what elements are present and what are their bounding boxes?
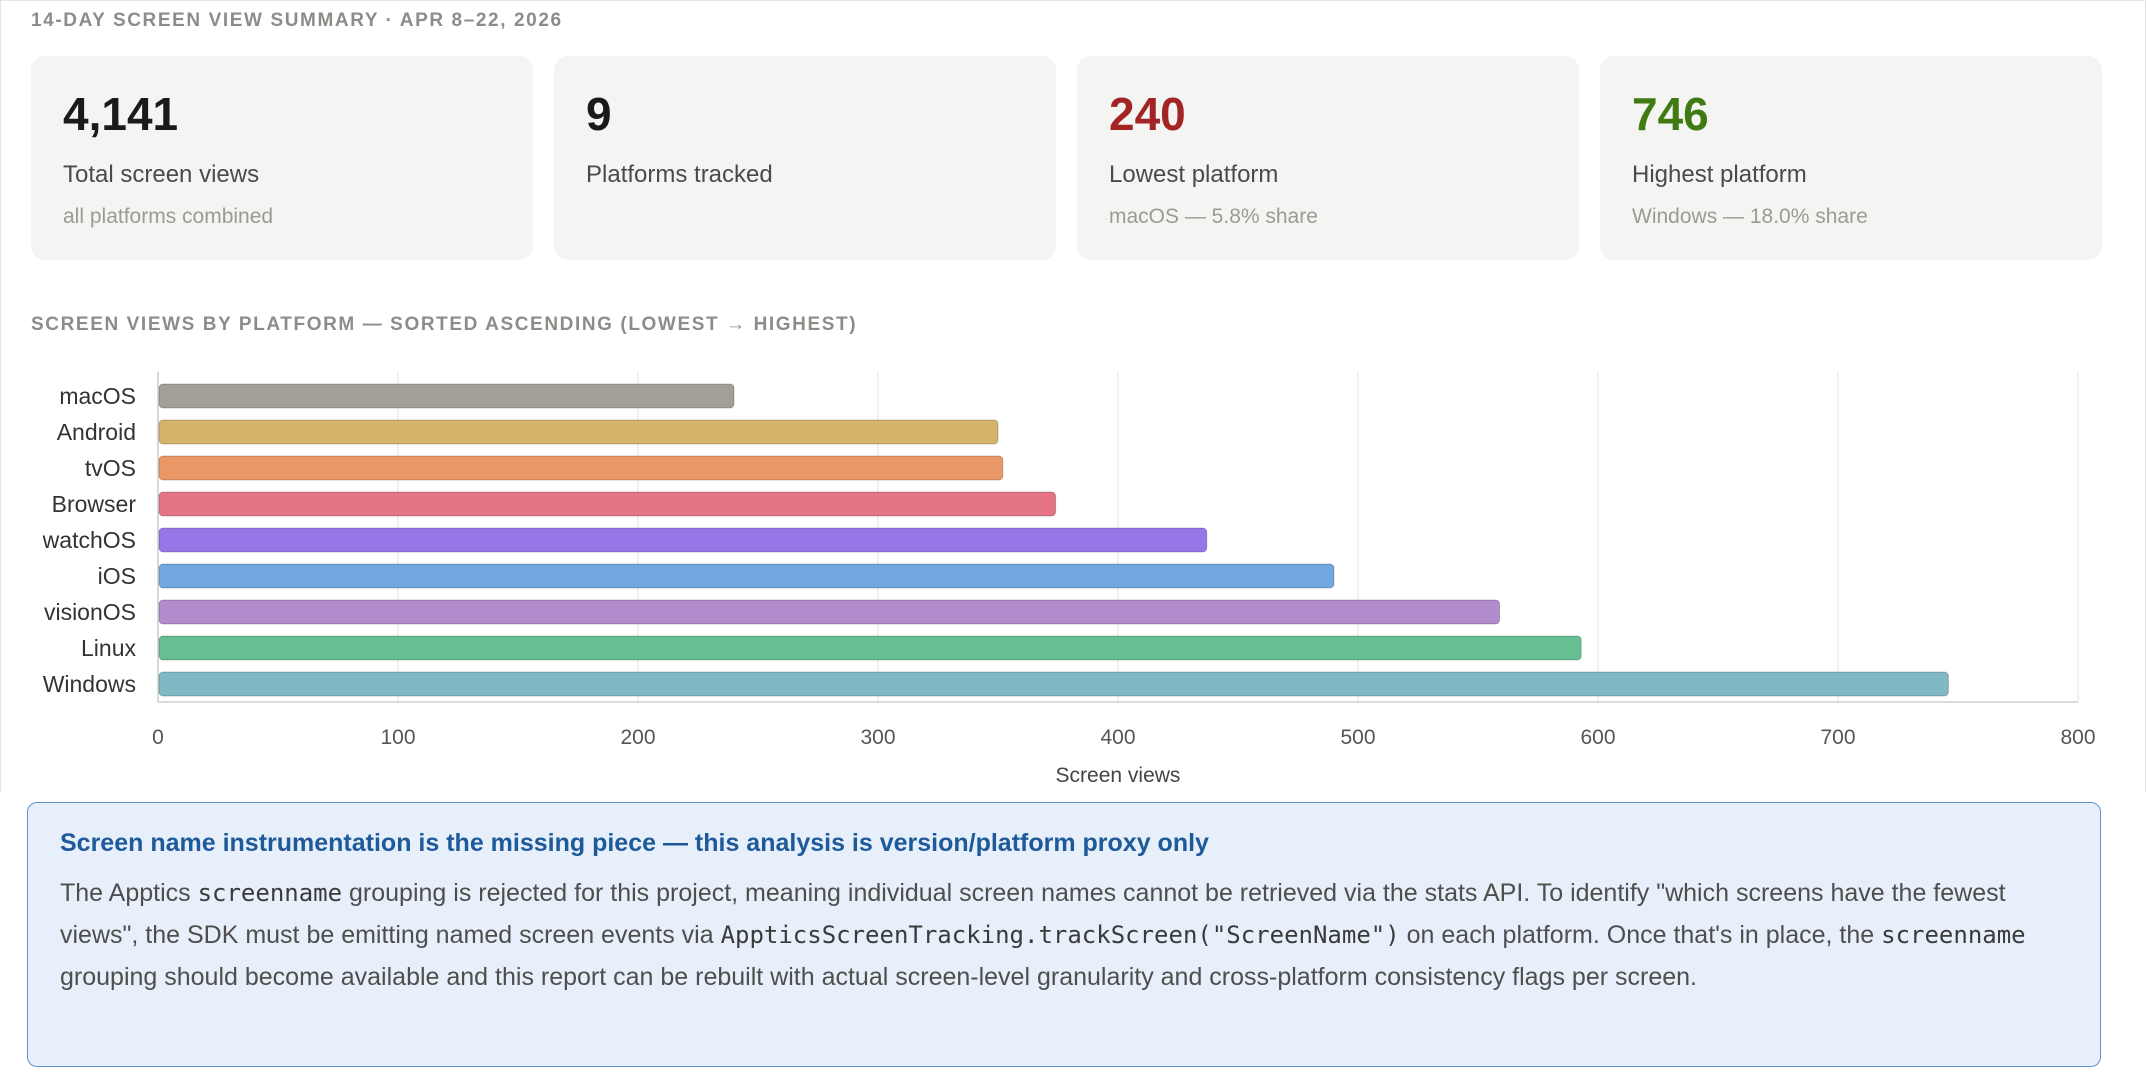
- x-tick-label-800: 800: [2060, 726, 2095, 749]
- platforms-tracked-card: 9 Platforms tracked: [554, 56, 1056, 260]
- total-views-label: Total screen views: [63, 161, 260, 188]
- x-tick-label-700: 700: [1820, 726, 1855, 749]
- y-category-label-visionos: visionOS: [44, 599, 136, 625]
- chart-canvas: 0 100 200 300 400 500 600 700 800 macOS Android tvO…: [42, 372, 2096, 787]
- chart-section-title: SCREEN VIEWS BY PLATFORM — SORTED ASCEND…: [31, 314, 858, 335]
- highest-platform-label: Highest platform: [1632, 161, 1807, 188]
- note-code-screenname-2: screenname: [1881, 921, 2026, 949]
- y-category-label-tvos: tvOS: [85, 455, 136, 481]
- note-text-4: grouping should become available and thi…: [60, 963, 1697, 991]
- bar-android: [158, 419, 999, 445]
- lowest-platform-label: Lowest platform: [1109, 161, 1279, 188]
- y-category-label-android: Android: [57, 419, 136, 445]
- x-tick-label-200: 200: [620, 726, 655, 749]
- highest-platform-sub: Windows — 18.0% share: [1632, 205, 1868, 228]
- highest-platform-card: 746 Highest platform Windows — 18.0% sha…: [1600, 56, 2102, 260]
- y-category-label-linux: Linux: [81, 635, 136, 661]
- lowest-platform-sub: macOS — 5.8% share: [1109, 205, 1318, 228]
- note-title: Screen name instrumentation is the missi…: [60, 829, 1209, 857]
- platform-bar-chart: 0 100 200 300 400 500 600 700 800 macOS Android tvO…: [0, 350, 2148, 800]
- note-body: The Apptics screenname grouping is rejec…: [60, 872, 2068, 998]
- bar-windows: [158, 671, 1949, 697]
- instrumentation-note: Screen name instrumentation is the missi…: [27, 802, 2101, 1067]
- bar-visionos: [158, 599, 1501, 625]
- summary-cards: 4,141 Total screen views all platforms c…: [31, 56, 2104, 260]
- platforms-tracked-label: Platforms tracked: [586, 161, 773, 188]
- note-code-trackscreen: AppticsScreenTracking.trackScreen("Scree…: [720, 921, 1400, 949]
- report-frame: [0, 0, 2146, 793]
- x-tick-label-600: 600: [1580, 726, 1615, 749]
- summary-section-title: 14-DAY SCREEN VIEW SUMMARY · APR 8–22, 2…: [31, 10, 563, 31]
- x-tick-label-100: 100: [380, 726, 415, 749]
- x-tick-label-400: 400: [1100, 726, 1135, 749]
- bar-watchos: [158, 527, 1208, 553]
- x-tick-label-300: 300: [860, 726, 895, 749]
- total-views-sub: all platforms combined: [63, 205, 274, 228]
- bar-browser: [158, 491, 1057, 517]
- x-tick-label-0: 0: [152, 726, 164, 749]
- x-axis-title: Screen views: [1056, 764, 1181, 787]
- bar-tvos: [158, 455, 1004, 481]
- x-tick-label-500: 500: [1340, 726, 1375, 749]
- y-category-label-watchos: watchOS: [42, 527, 136, 553]
- y-category-label-windows: Windows: [43, 671, 136, 697]
- bar-macos: [158, 383, 735, 409]
- note-code-screenname: screenname: [197, 879, 343, 907]
- y-category-label-ios: iOS: [98, 563, 136, 589]
- note-text-1: The Apptics: [60, 879, 198, 907]
- total-views-value: 4,141: [63, 88, 179, 140]
- lowest-platform-card: 240 Lowest platform macOS — 5.8% share: [1077, 56, 1579, 260]
- y-category-label-macos: macOS: [59, 383, 136, 409]
- bar-ios: [158, 563, 1335, 589]
- total-views-card: 4,141 Total screen views all platforms c…: [31, 56, 533, 260]
- platforms-tracked-value: 9: [586, 88, 612, 140]
- note-text-3: on each platform. Once that's in place, …: [1399, 921, 1882, 949]
- highest-platform-value: 746: [1632, 88, 1709, 140]
- y-category-label-browser: Browser: [52, 491, 137, 517]
- note-text-2: grouping is rejected for this project, m…: [60, 879, 2006, 949]
- lowest-platform-value: 240: [1109, 88, 1186, 140]
- bar-linux: [158, 635, 1582, 661]
